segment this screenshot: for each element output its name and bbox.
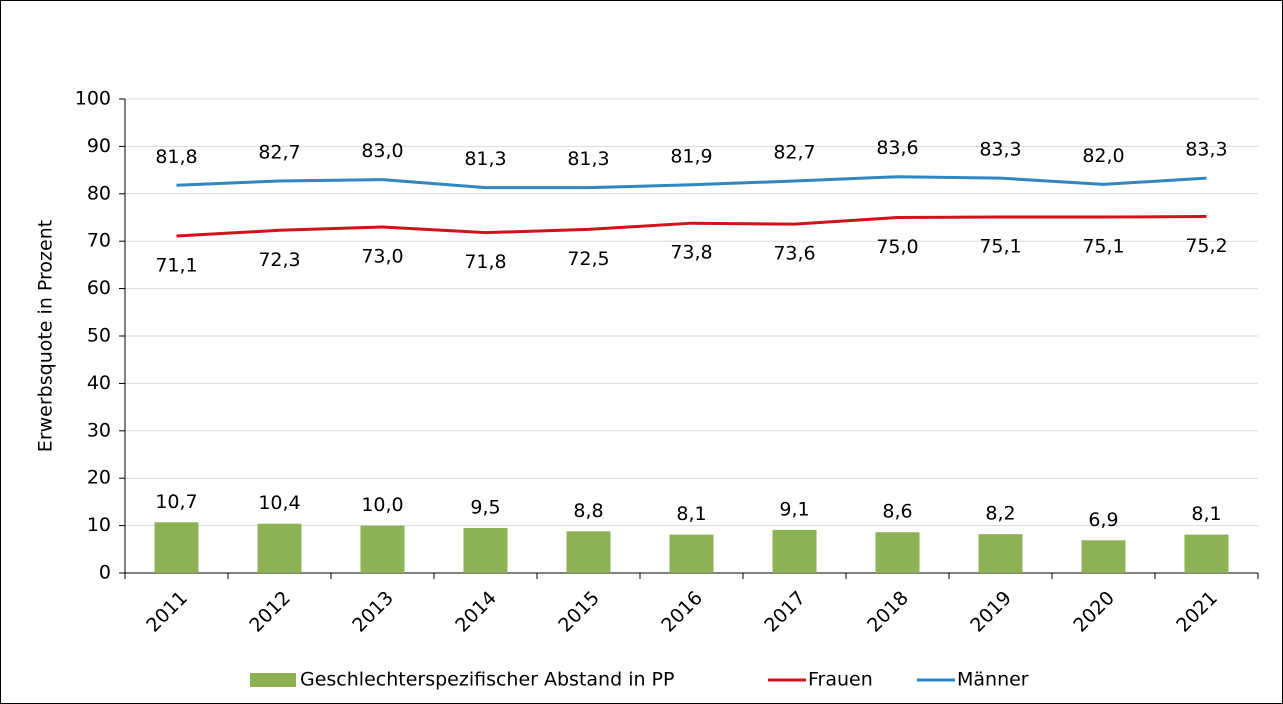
data-label: 8,6 [882, 501, 912, 523]
bar [875, 532, 920, 573]
data-label: 75,1 [979, 236, 1021, 258]
data-label: 10,7 [155, 491, 197, 513]
data-label: 71,1 [155, 254, 197, 276]
data-label: 82,0 [1082, 145, 1124, 167]
y-tick-label: 90 [87, 135, 111, 157]
data-label: 6,9 [1088, 509, 1118, 531]
line [176, 215, 1207, 238]
data-label: 9,1 [779, 498, 809, 520]
bar [669, 534, 714, 573]
data-label: 72,5 [567, 248, 609, 270]
bar [257, 523, 302, 573]
bar [978, 534, 1023, 573]
data-label: 83,3 [1185, 139, 1227, 161]
data-label: 8,1 [676, 503, 706, 525]
bar [154, 522, 199, 573]
data-label: 10,0 [361, 494, 403, 516]
y-tick-label: 20 [87, 467, 111, 489]
data-label: 9,5 [470, 496, 500, 518]
bar [1081, 540, 1126, 573]
data-label: 75,0 [876, 236, 918, 258]
data-label: 82,7 [773, 142, 815, 164]
data-label: 73,6 [773, 243, 815, 265]
data-label: 75,2 [1185, 235, 1227, 257]
bar [463, 527, 508, 573]
y-tick-label: 60 [87, 277, 111, 299]
data-label: 72,3 [258, 249, 300, 271]
y-tick-label: 50 [87, 325, 111, 347]
y-axis-title: Erwerbsquote in Prozent [35, 220, 57, 452]
y-tick-label: 40 [87, 372, 111, 394]
data-label: 83,3 [979, 139, 1021, 161]
legend-swatch [250, 673, 296, 687]
bar [772, 529, 817, 573]
legend-label: Frauen [808, 669, 873, 691]
data-label: 81,8 [155, 146, 197, 168]
data-label: 10,4 [258, 492, 300, 514]
legend-label: Geschlechterspezifischer Abstand in PP [300, 669, 674, 691]
data-label: 83,6 [876, 137, 918, 159]
data-label: 8,8 [573, 500, 603, 522]
y-tick-label: 10 [87, 514, 111, 536]
data-label: 8,1 [1191, 503, 1221, 525]
data-label: 83,0 [361, 140, 403, 162]
data-label: 71,8 [464, 251, 506, 273]
data-label: 81,3 [464, 148, 506, 170]
data-label: 75,1 [1082, 236, 1124, 258]
data-label: 81,9 [670, 145, 712, 167]
data-label: 82,7 [258, 142, 300, 164]
y-tick-label: 70 [87, 230, 111, 252]
y-tick-label: 80 [87, 182, 111, 204]
line [176, 175, 1207, 190]
data-label: 73,8 [670, 242, 712, 264]
bar [1184, 534, 1229, 573]
data-label: 8,2 [985, 503, 1015, 525]
bar [566, 531, 611, 573]
y-tick-label: 0 [99, 562, 111, 584]
data-label: 81,3 [567, 148, 609, 170]
data-label: 73,0 [361, 245, 403, 267]
legend-label: Männer [957, 669, 1029, 691]
y-tick-label: 30 [87, 419, 111, 441]
y-tick-label: 100 [75, 88, 111, 110]
bar [360, 525, 405, 573]
